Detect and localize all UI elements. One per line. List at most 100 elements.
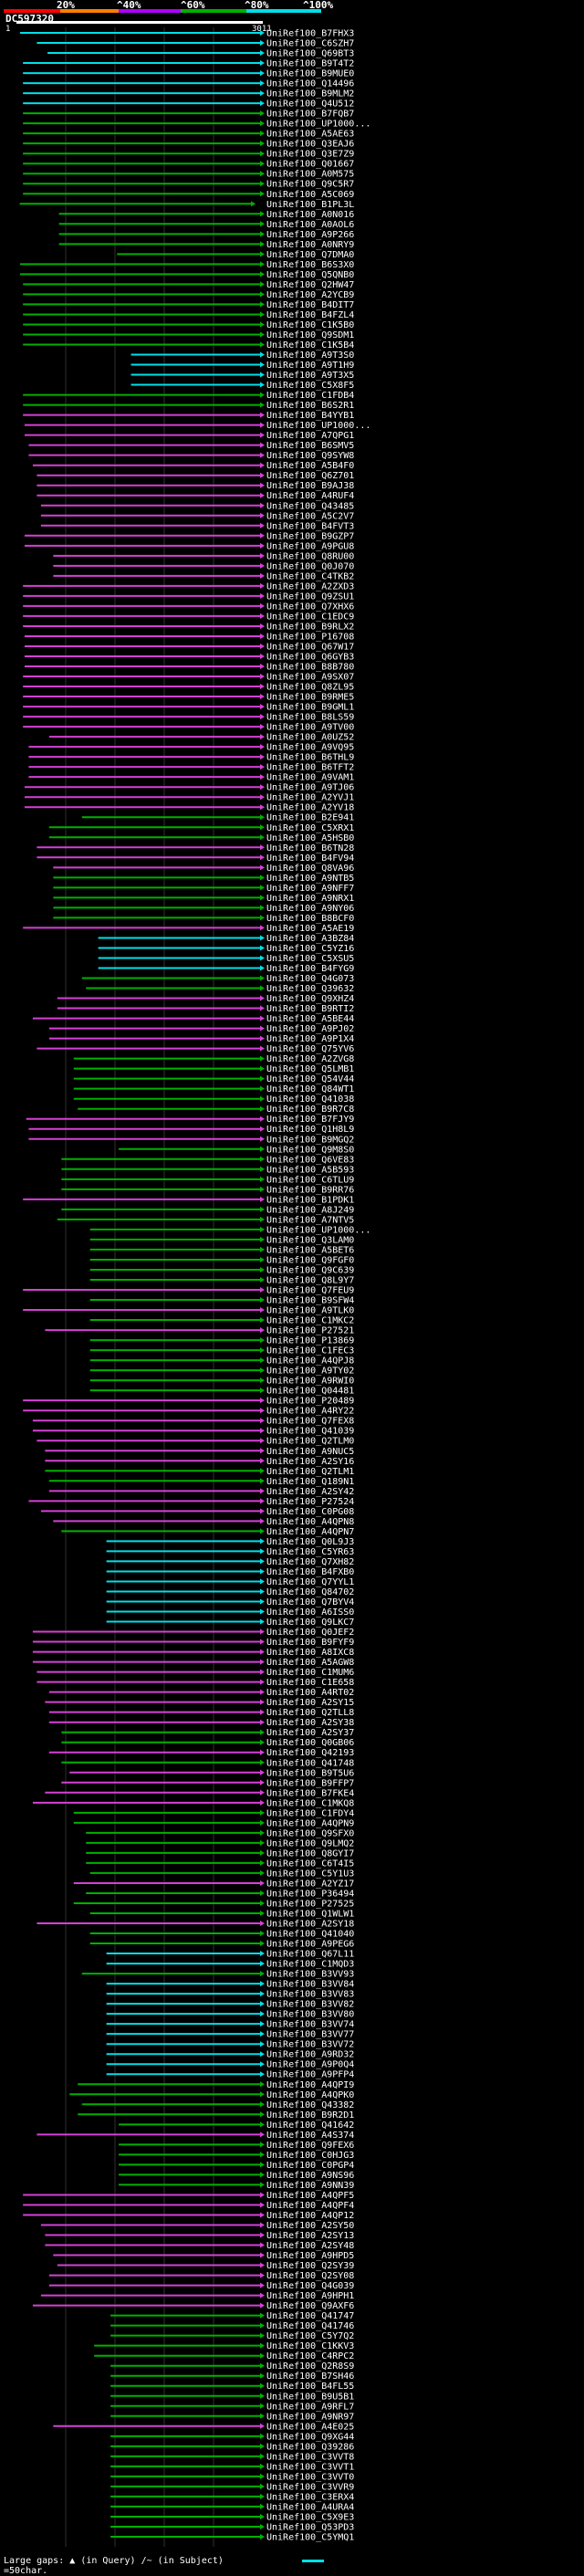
hit-label: UniRef100_C1KKV3: [266, 2341, 354, 2351]
hit-label: UniRef100_A9NN39: [266, 2181, 354, 2191]
hit-label: UniRef100_A9TJ06: [266, 783, 354, 793]
hit-arrow: [260, 1448, 265, 1454]
hit-label: UniRef100_B3VV84: [266, 1980, 354, 1990]
hit-label: UniRef100_A5AGW8: [266, 1658, 354, 1668]
hit-label: UniRef100_B9R7C8: [266, 1105, 354, 1115]
hit-arrow: [260, 2262, 265, 2268]
hit-label: UniRef100_B4FXB0: [266, 1567, 354, 1577]
hit-label: UniRef100_Q1WLW1: [266, 1909, 354, 1919]
hit-label: UniRef100_B4DIT7: [266, 300, 354, 310]
hit-arrow: [260, 1628, 265, 1635]
hit-arrow: [260, 572, 265, 579]
hit-arrow: [260, 552, 265, 559]
hit-label: UniRef100_A2YV18: [266, 803, 354, 813]
hit-arrow: [260, 532, 265, 539]
hit-arrow: [260, 582, 265, 589]
hit-label: UniRef100_Q0J070: [266, 561, 354, 571]
hit-arrow: [260, 1910, 265, 1916]
hit-label: UniRef100_Q43382: [266, 2100, 354, 2110]
hit-arrow: [260, 1327, 265, 1334]
hit-label: UniRef100_A5C069: [266, 190, 354, 200]
hit-label: UniRef100_A7QPG1: [266, 431, 354, 441]
hit-arrow: [260, 2182, 265, 2188]
hit-label: UniRef100_Q41039: [266, 1427, 354, 1437]
hit-arrow: [260, 1337, 265, 1344]
hit-arrow: [260, 392, 265, 398]
legend-in-subject: (in Subject): [157, 2556, 224, 2566]
hit-arrow: [260, 2362, 265, 2369]
hit-arrow: [260, 1558, 265, 1565]
hit-arrow: [260, 1859, 265, 1866]
hit-arrow: [260, 2121, 265, 2128]
hit-arrow: [260, 1458, 265, 1464]
hit-label: UniRef100_A2ZXD3: [266, 581, 354, 592]
hit-arrow: [260, 1890, 265, 1896]
hit-label: UniRef100_B3VV77: [266, 2030, 354, 2040]
hit-label: UniRef100_Q7XHX6: [266, 602, 354, 612]
hit-arrow: [260, 844, 265, 851]
hit-label: UniRef100_Q7XH82: [266, 1557, 354, 1567]
hit-label: UniRef100_Q9AXF6: [266, 2301, 354, 2311]
hit-label: UniRef100_A9NUC5: [266, 1447, 354, 1457]
hit-arrow: [260, 1789, 265, 1796]
hit-label: UniRef100_A2YCB9: [266, 290, 354, 300]
hit-label: UniRef100_A9T3X5: [266, 371, 354, 381]
hit-arrow: [260, 1025, 265, 1031]
legend-subject-marker-icon: /~: [141, 2556, 152, 2566]
hit-label: UniRef100_A4RT02: [266, 1688, 354, 1698]
hit-label: UniRef100_A8J249: [266, 1205, 354, 1215]
hit-label: UniRef100_B8LS59: [266, 713, 354, 723]
hit-label: UniRef100_B4FYG9: [266, 964, 354, 974]
hit-label: UniRef100_C5Y1U3: [266, 1869, 354, 1879]
hit-arrow: [260, 1246, 265, 1252]
hit-label: UniRef100_A2SY16: [266, 1457, 354, 1467]
hit-label: UniRef100_A9T1H9: [266, 361, 354, 371]
hit-label: UniRef100_A9HPD5: [266, 2251, 354, 2261]
hit-label: UniRef100_A9NRX1: [266, 894, 354, 904]
hit-label: UniRef100_B9GML1: [266, 703, 354, 713]
hit-label: UniRef100_C1MUM6: [266, 1668, 354, 1678]
hit-label: UniRef100_Q2SY08: [266, 2271, 354, 2281]
hit-label: UniRef100_Q41642: [266, 2120, 354, 2131]
legend-scale: =50char.: [4, 2566, 48, 2576]
hit-arrow: [260, 592, 265, 599]
hit-label: UniRef100_A5HSB0: [266, 833, 354, 843]
hit-label: UniRef100_B3VV72: [266, 2040, 354, 2050]
hit-label: UniRef100_Q6Z701: [266, 471, 354, 481]
hit-arrow: [260, 90, 265, 97]
hit-arrow: [260, 2453, 265, 2459]
hit-label: UniRef100_B9RLX2: [266, 622, 354, 632]
hit-label: UniRef100_B7FQB7: [266, 110, 354, 120]
hit-arrow: [260, 1035, 265, 1042]
hit-arrow: [260, 1347, 265, 1354]
hit-arrow: [260, 1900, 265, 1906]
hit-label: UniRef100_Q4G073: [266, 974, 354, 984]
hit-arrow: [260, 231, 265, 237]
hit-arrow: [260, 1418, 265, 1424]
hit-arrow: [260, 1478, 265, 1484]
hit-label: UniRef100_A5AE19: [266, 924, 354, 934]
colorbar-red: [4, 9, 60, 13]
hit-label: UniRef100_A9RFL7: [266, 2402, 354, 2412]
hit-arrow: [260, 2342, 265, 2349]
hit-label: UniRef100_A3BZ84: [266, 934, 354, 944]
hit-arrow: [260, 774, 265, 780]
hit-arrow: [260, 2503, 265, 2509]
hit-arrow: [260, 664, 265, 670]
hit-arrow: [260, 100, 265, 107]
hit-label: UniRef100_B9MGQ2: [266, 1135, 354, 1145]
hit-label: UniRef100_A9P266: [266, 230, 354, 240]
hit-arrow: [260, 151, 265, 157]
hit-arrow: [260, 2232, 265, 2238]
hit-arrow: [260, 684, 265, 690]
hit-arrow: [260, 1216, 265, 1222]
hit-label: UniRef100_Q9LKC7: [266, 1618, 354, 1628]
hit-arrow: [260, 2091, 265, 2098]
hit-arrow: [260, 2493, 265, 2499]
hit-arrow: [260, 1809, 265, 1816]
hit-label: UniRef100_Q8ZL95: [266, 683, 354, 693]
hit-arrow: [251, 201, 256, 207]
legend-in-query: (in Query): [80, 2556, 136, 2566]
hit-arrow: [260, 2141, 265, 2148]
hit-arrow: [260, 744, 265, 750]
